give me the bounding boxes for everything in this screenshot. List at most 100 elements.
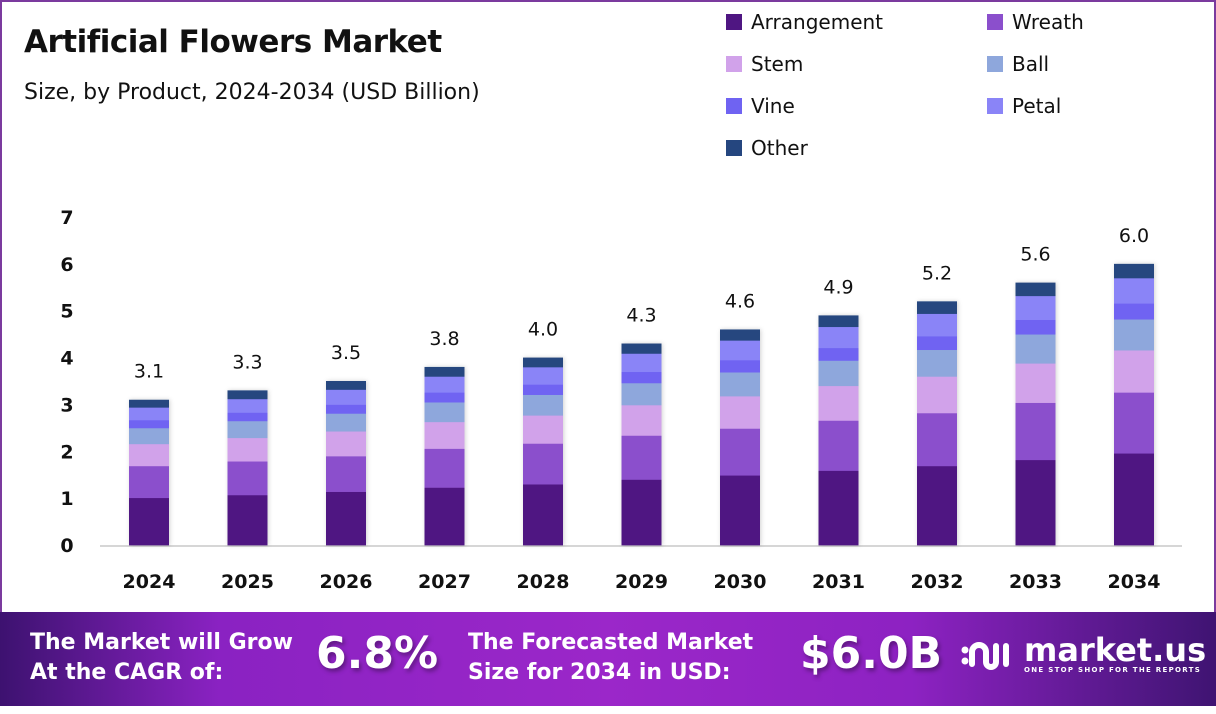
bar-segment-other-2029 xyxy=(621,343,662,354)
legend-item-wreath: Wreath xyxy=(987,10,1084,34)
bar-stack-2030 xyxy=(720,329,760,546)
total-label: 3.1 xyxy=(134,361,164,383)
bar-segment-wreath-2028 xyxy=(523,443,563,485)
bar-segment-petal-2025 xyxy=(227,398,268,413)
bar-segment-arrangement-2033 xyxy=(1015,459,1056,546)
x-tick-label: 2027 xyxy=(418,571,471,593)
bar-segment-other-2032 xyxy=(917,301,957,314)
brand-logo[interactable]: market.us ONE STOP SHOP FOR THE REPORTS xyxy=(960,634,1206,674)
chart-subtitle: Size, by Product, 2024-2034 (USD Billion… xyxy=(24,80,480,105)
legend-swatch xyxy=(726,14,742,30)
bar-segment-wreath-2034 xyxy=(1114,392,1154,454)
bar-segment-arrangement-2028 xyxy=(523,484,563,546)
bar-segment-stem-2031 xyxy=(818,385,859,421)
bar-segment-arrangement-2032 xyxy=(917,465,957,546)
bar-segment-other-2028 xyxy=(523,357,563,368)
bar-segment-wreath-2030 xyxy=(720,428,760,476)
bar-segment-petal-2032 xyxy=(917,313,957,337)
market-us-logo-icon xyxy=(961,642,1009,670)
bar-stack-2029 xyxy=(621,343,662,546)
legend-swatch xyxy=(726,56,742,72)
bar-stack-2031 xyxy=(818,315,859,546)
x-tick-label: 2033 xyxy=(1009,571,1062,593)
bar-segment-vine-2029 xyxy=(621,371,662,384)
total-label: 3.3 xyxy=(232,351,262,373)
bar-segment-ball-2025 xyxy=(227,420,268,439)
bar-stack-2032 xyxy=(917,301,957,546)
bar-segment-ball-2027 xyxy=(424,402,465,423)
legend-item-stem: Stem xyxy=(726,52,803,76)
bar-segment-ball-2031 xyxy=(818,360,859,387)
x-tick-label: 2026 xyxy=(320,571,373,593)
brand-name: market.us xyxy=(1024,631,1207,669)
bar-segment-other-2031 xyxy=(818,315,859,328)
bar-segment-petal-2024 xyxy=(129,407,169,421)
bar-segment-wreath-2025 xyxy=(227,461,268,496)
bar-segment-arrangement-2025 xyxy=(227,494,268,546)
total-label: 5.2 xyxy=(922,262,952,284)
forecast-caption-line1: The Forecasted Market xyxy=(468,630,754,655)
legend-item-other: Other xyxy=(726,136,808,160)
bar-segment-petal-2030 xyxy=(720,340,760,361)
bar-segment-stem-2025 xyxy=(227,437,268,462)
legend-item-vine: Vine xyxy=(726,94,795,118)
bar-segment-arrangement-2030 xyxy=(720,475,760,546)
bar-segment-arrangement-2027 xyxy=(424,487,465,546)
y-tick-label: 4 xyxy=(60,348,73,370)
bar-segment-wreath-2033 xyxy=(1015,402,1056,461)
legend-label: Vine xyxy=(751,94,795,118)
legend-swatch xyxy=(987,56,1003,72)
bar-segment-vine-2026 xyxy=(326,404,366,414)
total-label: 5.6 xyxy=(1020,244,1050,266)
bar-segment-wreath-2029 xyxy=(621,435,662,480)
bar-segment-petal-2029 xyxy=(621,353,662,373)
bar-segment-vine-2028 xyxy=(523,384,563,395)
total-label: 3.8 xyxy=(429,328,459,350)
bar-segment-stem-2029 xyxy=(621,404,662,436)
bar-segment-petal-2027 xyxy=(424,376,465,393)
total-label: 4.9 xyxy=(823,276,853,298)
bar-segment-ball-2028 xyxy=(523,394,563,416)
bar-segment-ball-2029 xyxy=(621,382,662,406)
bar-segment-ball-2026 xyxy=(326,413,366,432)
bar-segment-stem-2030 xyxy=(720,395,760,429)
bar-segment-arrangement-2024 xyxy=(129,497,169,546)
bar-segment-other-2030 xyxy=(720,329,760,341)
bar-segment-arrangement-2034 xyxy=(1114,453,1154,546)
bar-stack-2025 xyxy=(227,390,268,546)
bar-segment-stem-2027 xyxy=(424,421,465,449)
x-tick-label: 2032 xyxy=(911,571,964,593)
bar-stack-2027 xyxy=(424,366,465,546)
bar-stack-2024 xyxy=(129,399,169,546)
bar-segment-vine-2024 xyxy=(129,419,169,429)
bar-segment-arrangement-2026 xyxy=(326,491,366,546)
bar-segment-other-2033 xyxy=(1015,282,1056,297)
bar-segment-stem-2026 xyxy=(326,431,366,457)
bar-segment-vine-2030 xyxy=(720,359,760,373)
bar-segment-stem-2028 xyxy=(523,415,563,444)
bar-segment-vine-2034 xyxy=(1114,303,1154,320)
cagr-caption-line2: At the CAGR of: xyxy=(30,660,224,685)
brand-tagline: ONE STOP SHOP FOR THE REPORTS xyxy=(1024,666,1202,674)
bar-stack-2033 xyxy=(1015,282,1056,546)
legend-label: Wreath xyxy=(1012,10,1084,34)
bar-segment-stem-2024 xyxy=(129,443,169,467)
bar-segment-ball-2030 xyxy=(720,372,760,397)
bar-segment-vine-2027 xyxy=(424,392,465,403)
bar-segment-vine-2033 xyxy=(1015,319,1056,335)
bar-segment-arrangement-2031 xyxy=(818,470,859,546)
forecast-caption-line2: Size for 2034 in USD: xyxy=(468,660,731,685)
cagr-caption: The Market will Grow At the CAGR of: xyxy=(30,628,293,688)
bar-segment-arrangement-2029 xyxy=(621,479,662,546)
bar-segment-other-2026 xyxy=(326,381,366,390)
legend-item-ball: Ball xyxy=(987,52,1049,76)
x-tick-label: 2034 xyxy=(1108,571,1161,593)
legend-label: Petal xyxy=(1012,94,1062,118)
bar-segment-stem-2034 xyxy=(1114,350,1154,393)
bar-segment-stem-2032 xyxy=(917,376,957,414)
y-tick-label: 2 xyxy=(60,441,73,463)
bar-segment-petal-2034 xyxy=(1114,277,1154,304)
bar-segment-other-2034 xyxy=(1114,263,1154,279)
summary-banner: The Market will Grow At the CAGR of: 6.8… xyxy=(0,612,1216,706)
legend-label: Arrangement xyxy=(751,10,884,34)
